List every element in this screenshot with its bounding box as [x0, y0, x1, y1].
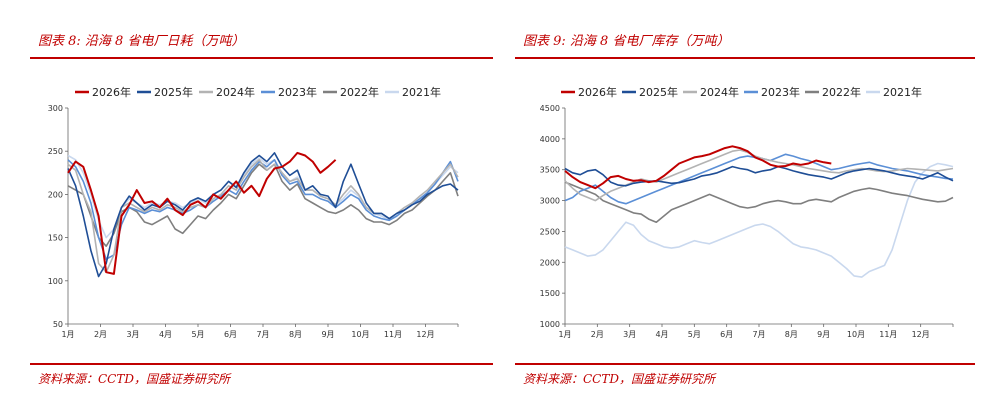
x-tick-label: 4月: [655, 330, 668, 339]
legend-label: 2026年: [92, 85, 131, 99]
source-divider: [30, 363, 493, 365]
panel-inventory: 图表 9: 沿海 8 省电厂库存（万吨） 1000 1500 2000 2500 300…: [515, 0, 975, 402]
daily-consumption-chart: 50 100 150 200 250 300 1月 2月 3月 4月 5月 6月 7月 8月 9月 10月 11…: [48, 85, 459, 339]
x-tick-label: 9月: [817, 330, 830, 339]
y-tick-label: 4000: [540, 135, 560, 144]
y-tick-label: 50: [53, 320, 63, 329]
x-tick-label: 8月: [289, 330, 302, 339]
y-tick-label: 200: [48, 190, 63, 199]
series-line-2021年: [564, 162, 954, 278]
x-tick-label: 11月: [879, 330, 897, 339]
legend-label: 2021年: [883, 85, 922, 99]
x-tick-label: 11月: [384, 330, 402, 339]
legend-label: 2026年: [578, 85, 617, 99]
y-tick-label: 4500: [540, 104, 560, 113]
series-line-2025年: [564, 165, 954, 187]
legend-label: 2025年: [639, 85, 678, 99]
y-tick-label: 1000: [540, 320, 560, 329]
x-tick-label: 3月: [623, 330, 636, 339]
x-tick-label: 3月: [126, 330, 139, 339]
x-tick-label: 5月: [191, 330, 204, 339]
x-tick-label: 6月: [224, 330, 237, 339]
legend-label: 2021年: [402, 85, 441, 99]
x-tick-label: 10月: [847, 330, 865, 339]
source-divider: [515, 363, 975, 365]
series-line-2026年: [67, 151, 337, 275]
series-line-2023年: [564, 153, 954, 205]
legend-label: 2024年: [700, 85, 739, 99]
y-tick-label: 3000: [540, 197, 560, 206]
chart-title: 图表 8: 沿海 8 省电厂日耗（万吨）: [38, 34, 245, 49]
x-tick-label: 1月: [558, 330, 571, 339]
x-tick-label: 7月: [256, 330, 269, 339]
y-tick-label: 2500: [540, 227, 560, 236]
title-divider: [515, 57, 975, 59]
x-tick-label: 12月: [912, 330, 930, 339]
legend-label: 2025年: [154, 85, 193, 99]
legend-label: 2024年: [216, 85, 255, 99]
x-tick-label: 6月: [720, 330, 733, 339]
y-tick-label: 3500: [540, 166, 560, 175]
chart-title: 图表 9: 沿海 8 省电厂库存（万吨）: [523, 34, 730, 49]
legend-label: 2022年: [340, 85, 379, 99]
x-tick-label: 1月: [61, 330, 74, 339]
x-tick-label: 9月: [321, 330, 334, 339]
series-line-2022年: [67, 163, 459, 247]
series-line-2026年: [564, 145, 832, 190]
source-note: 资料来源：CCTD，国盛证券研究所: [523, 372, 715, 386]
series-line-2024年: [67, 159, 459, 274]
y-tick-label: 300: [48, 104, 63, 113]
title-divider: [30, 57, 493, 59]
y-tick-label: 2000: [540, 258, 560, 267]
x-tick-label: 4月: [159, 330, 172, 339]
x-tick-label: 12月: [416, 330, 434, 339]
x-tick-label: 5月: [688, 330, 701, 339]
x-tick-label: 8月: [785, 330, 798, 339]
y-tick-label: 100: [48, 277, 63, 286]
y-tick-label: 150: [48, 234, 63, 243]
legend-label: 2023年: [278, 85, 317, 99]
source-note: 资料来源：CCTD，国盛证券研究所: [38, 372, 230, 386]
panel-daily-consumption: 图表 8: 沿海 8 省电厂日耗（万吨） 50 100 150 200 250 300 1月…: [30, 0, 493, 402]
legend-label: 2023年: [761, 85, 800, 99]
inventory-chart: 1000 1500 2000 2500 3000 3500 4000 4500 1月 2月 3月 4月…: [540, 85, 954, 339]
x-tick-label: 10月: [351, 330, 369, 339]
x-tick-label: 7月: [752, 330, 765, 339]
y-tick-label: 250: [48, 147, 63, 156]
legend-label: 2022年: [822, 85, 861, 99]
y-tick-label: 1500: [540, 289, 560, 298]
x-tick-label: 2月: [94, 330, 107, 339]
series-line-2022年: [564, 181, 954, 223]
x-tick-label: 2月: [591, 330, 604, 339]
